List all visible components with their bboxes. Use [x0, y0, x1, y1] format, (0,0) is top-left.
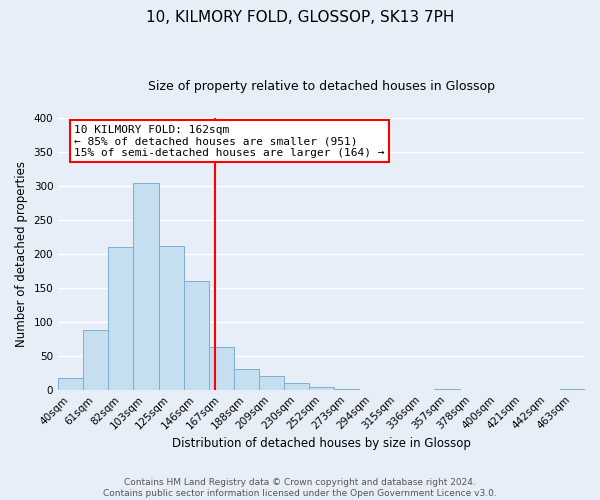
Text: Contains HM Land Registry data © Crown copyright and database right 2024.
Contai: Contains HM Land Registry data © Crown c… [103, 478, 497, 498]
Bar [234, 370, 259, 390]
Bar [284, 383, 309, 390]
Bar [58, 378, 83, 390]
Bar [133, 183, 158, 390]
Bar [334, 389, 359, 390]
Bar [309, 387, 334, 390]
Y-axis label: Number of detached properties: Number of detached properties [15, 161, 28, 347]
Text: 10 KILMORY FOLD: 162sqm
← 85% of detached houses are smaller (951)
15% of semi-d: 10 KILMORY FOLD: 162sqm ← 85% of detache… [74, 124, 385, 158]
X-axis label: Distribution of detached houses by size in Glossop: Distribution of detached houses by size … [172, 437, 471, 450]
Title: Size of property relative to detached houses in Glossop: Size of property relative to detached ho… [148, 80, 495, 93]
Bar [560, 389, 585, 390]
Bar [184, 281, 209, 390]
Bar [158, 246, 184, 390]
Bar [434, 389, 460, 390]
Bar [209, 347, 234, 390]
Bar [109, 247, 133, 390]
Bar [259, 376, 284, 390]
Text: 10, KILMORY FOLD, GLOSSOP, SK13 7PH: 10, KILMORY FOLD, GLOSSOP, SK13 7PH [146, 10, 454, 25]
Bar [83, 330, 109, 390]
